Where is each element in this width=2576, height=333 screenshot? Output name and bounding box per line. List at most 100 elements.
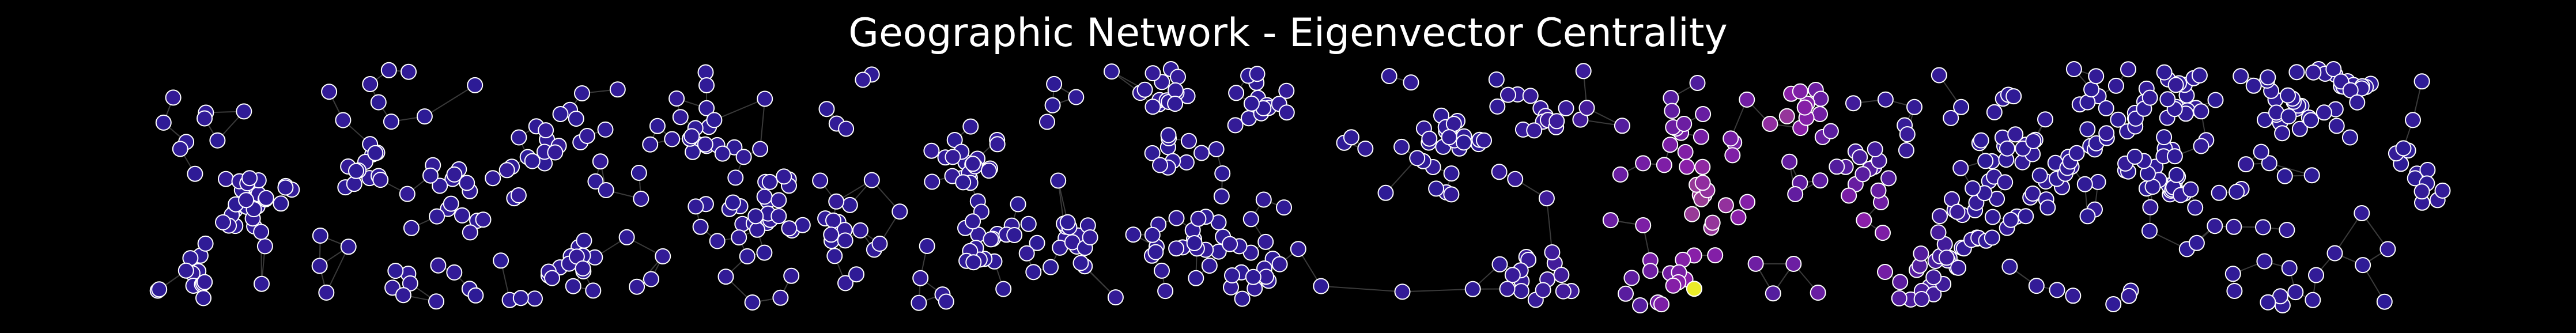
network-node — [709, 233, 726, 249]
network-node — [1854, 166, 1871, 183]
network-node — [238, 192, 255, 209]
network-node — [2305, 64, 2322, 81]
network-node — [2316, 104, 2332, 121]
network-node — [1792, 83, 1808, 100]
network-node — [2224, 266, 2241, 282]
network-node — [576, 232, 592, 249]
network-node — [2028, 278, 2045, 294]
network-node — [253, 224, 270, 240]
network-node — [493, 252, 509, 269]
network-node — [165, 89, 182, 106]
network-edge — [326, 246, 349, 293]
network-node — [664, 131, 681, 147]
network-node — [945, 149, 961, 165]
network-node — [2001, 258, 2018, 275]
network-node — [1377, 184, 1394, 201]
network-node — [399, 186, 416, 202]
network-node — [2182, 181, 2199, 198]
network-node — [335, 112, 352, 128]
network-node — [218, 171, 234, 187]
network-node — [717, 268, 734, 285]
network-node — [1157, 283, 1174, 300]
network-node — [2261, 155, 2277, 172]
network-node — [197, 274, 213, 290]
network-node — [633, 191, 649, 207]
network-node — [1522, 88, 1539, 104]
network-edge — [1546, 198, 1553, 253]
network-node — [1227, 117, 1244, 134]
network-node — [2156, 64, 2173, 81]
network-node — [1421, 130, 1438, 147]
network-node — [1575, 63, 1592, 80]
network-node — [1997, 174, 2014, 191]
network-node — [1278, 104, 1295, 121]
network-node — [1513, 283, 1529, 300]
network-node — [429, 208, 445, 225]
network-node — [2107, 77, 2124, 94]
network-node — [1796, 99, 1813, 116]
network-edge — [714, 98, 765, 121]
network-node — [575, 260, 591, 277]
network-node — [2255, 219, 2271, 236]
network-node — [609, 81, 626, 98]
network-node — [2395, 140, 2412, 157]
network-node — [2341, 129, 2358, 146]
network-node — [1785, 256, 1802, 272]
network-node — [1891, 290, 1908, 306]
network-node — [1679, 158, 1695, 175]
network-node — [2187, 199, 2204, 216]
network-node — [462, 224, 478, 241]
network-node — [380, 62, 397, 78]
network-node — [1125, 226, 1142, 243]
network-node — [454, 207, 470, 224]
network-node — [172, 141, 188, 157]
network-node — [841, 196, 858, 213]
network-node — [1932, 208, 1948, 225]
network-node — [1684, 206, 1701, 222]
network-node — [1491, 256, 1508, 273]
network-node — [980, 162, 997, 179]
network-node — [1689, 75, 1706, 91]
network-node — [1160, 127, 1177, 143]
network-node — [387, 263, 404, 279]
network-node — [432, 177, 448, 194]
network-node — [1249, 66, 1266, 82]
network-node — [1662, 137, 1679, 153]
network-node — [1025, 264, 1042, 281]
network-node — [1072, 255, 1089, 271]
network-node — [1877, 91, 1894, 108]
network-node — [1538, 190, 1555, 207]
network-node — [1986, 104, 2003, 120]
network-node — [1965, 180, 1981, 196]
network-node — [1913, 245, 1929, 262]
network-node — [2328, 118, 2345, 134]
network-node — [1394, 283, 1411, 300]
network-node — [1500, 86, 1516, 103]
network-node — [2354, 205, 2370, 221]
network-node — [1167, 82, 1184, 99]
network-node — [1704, 214, 1721, 231]
network-node — [1925, 269, 1942, 286]
network-node — [2413, 73, 2430, 90]
network-node — [1082, 229, 1098, 245]
network-node — [1504, 267, 1521, 283]
network-node — [195, 290, 211, 306]
network-node — [629, 278, 645, 295]
network-node — [277, 179, 294, 196]
network-node — [370, 94, 387, 111]
network-node — [1880, 170, 1897, 187]
network-node — [1044, 97, 1061, 113]
network-node — [1984, 229, 2000, 246]
network-node — [837, 232, 853, 249]
network-node — [1245, 268, 1261, 285]
network-node — [318, 284, 335, 301]
network-node — [698, 77, 715, 93]
network-node — [1812, 106, 1828, 122]
network-node — [697, 136, 713, 153]
network-node — [1899, 126, 1916, 142]
network-node — [1870, 182, 1887, 199]
network-node — [2121, 287, 2137, 304]
network-node — [749, 221, 765, 238]
network-node — [2191, 67, 2208, 84]
network-node — [256, 238, 273, 255]
